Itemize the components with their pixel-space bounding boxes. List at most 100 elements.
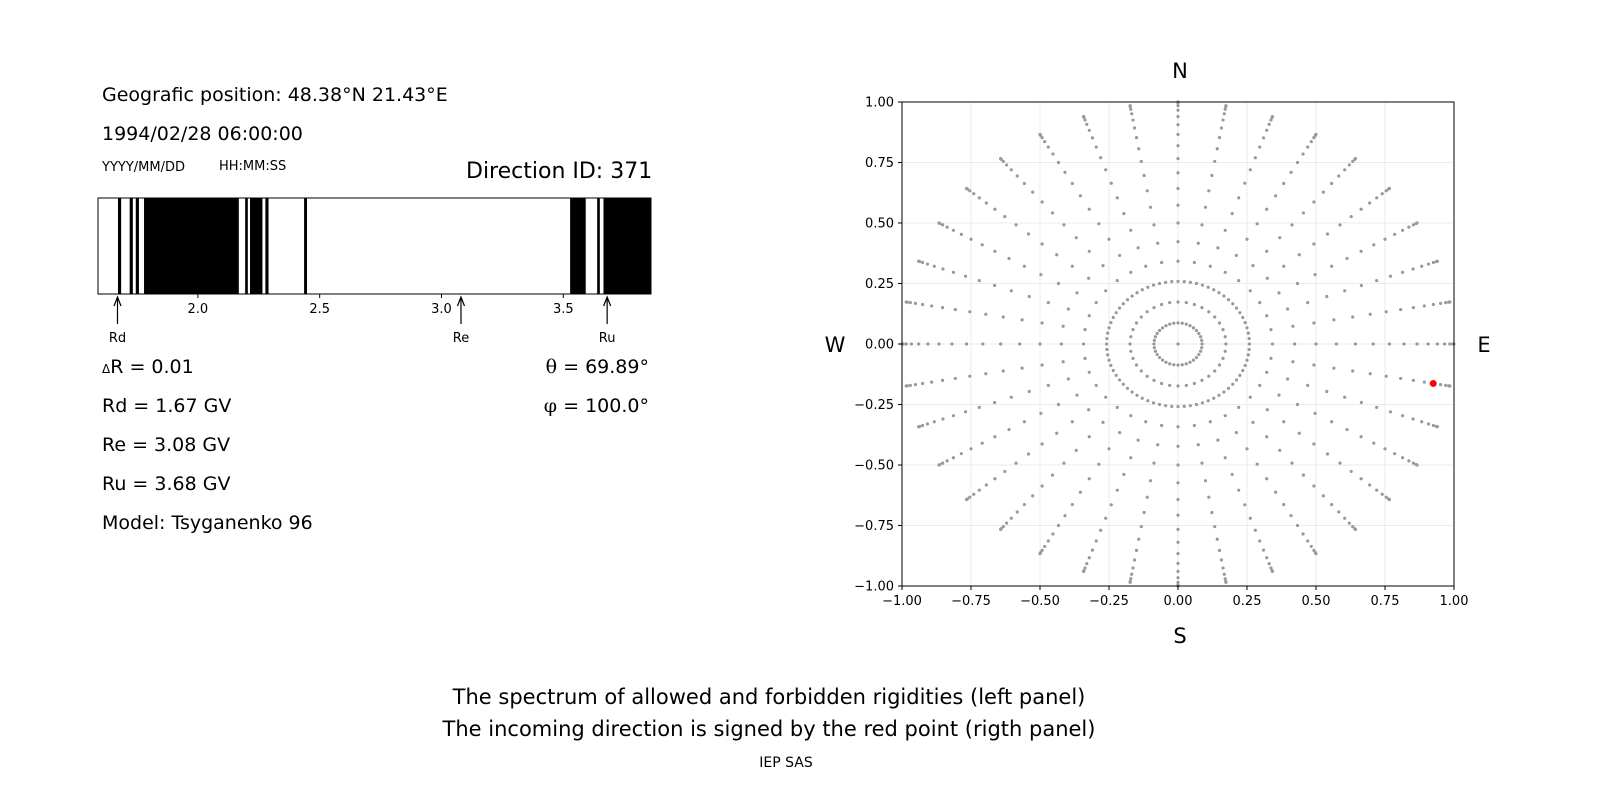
grid-point (1411, 417, 1415, 421)
grid-point (941, 306, 945, 310)
grid-point (1129, 335, 1133, 339)
grid-point (1132, 558, 1137, 562)
grid-point (1164, 324, 1168, 328)
grid-point (1117, 378, 1122, 382)
grid-point (917, 259, 921, 263)
grid-point (1094, 145, 1098, 149)
grid-point (1176, 481, 1180, 485)
grid-point (1160, 260, 1164, 265)
grid-point (1176, 279, 1180, 283)
grid-point (1090, 136, 1095, 140)
grid-point (904, 384, 908, 388)
compass-south: S (1173, 624, 1186, 648)
grid-point (1176, 300, 1180, 304)
grid-point (1168, 322, 1172, 326)
grid-point (1314, 342, 1318, 346)
grid-point (1200, 283, 1205, 287)
grid-point (1286, 307, 1290, 311)
grid-point (1039, 272, 1043, 277)
grid-point (964, 186, 969, 191)
grid-point (1200, 346, 1204, 350)
grid-point (1237, 278, 1241, 283)
grid-point (1118, 430, 1122, 435)
grid-point (1176, 157, 1180, 161)
grid-point (1078, 490, 1083, 494)
grid-point (1226, 386, 1231, 390)
grid-point (1176, 321, 1180, 325)
grid-point (1401, 228, 1405, 232)
grid-point (1157, 281, 1162, 286)
grid-point (1415, 342, 1419, 346)
grid-point (1216, 438, 1220, 442)
grid-point (1301, 211, 1306, 215)
grid-point (1094, 301, 1098, 305)
grid-point (1258, 539, 1262, 543)
grid-point (1038, 551, 1042, 556)
grid-point (1170, 280, 1174, 284)
grid-point (951, 270, 955, 274)
grid-point (1191, 358, 1196, 362)
grid-point (1343, 395, 1347, 399)
grid-point (1359, 207, 1363, 211)
grid-point (1139, 315, 1143, 319)
grid-point (1199, 349, 1203, 353)
grid-point (1132, 126, 1137, 130)
grid-point (1388, 274, 1393, 278)
grid-point (1176, 108, 1180, 112)
grid-point (1217, 363, 1222, 367)
grid-point (1371, 342, 1375, 346)
grid-point (1104, 395, 1108, 399)
grid-point (1040, 136, 1044, 140)
grid-point (1145, 495, 1149, 499)
grid-point (1176, 203, 1180, 207)
direction-map-ticks: −1.00 −0.75 −0.50 −0.25 0.00 0.25 0.50 0.75 1.00… (854, 96, 1468, 610)
grid-point (1090, 548, 1095, 552)
grid-point (1184, 362, 1188, 366)
grid-point (1027, 389, 1031, 394)
marker-label: Rd (109, 331, 126, 346)
grid-point (1407, 459, 1411, 463)
grid-point (1219, 558, 1224, 562)
delta-r-value: R = 0.01 (110, 356, 194, 378)
grid-point (1130, 112, 1134, 116)
x-tick-label: −0.75 (951, 594, 991, 609)
grid-point (968, 189, 972, 193)
grid-point (1139, 369, 1143, 373)
grid-point (1258, 145, 1262, 149)
grid-point (1312, 548, 1316, 552)
forbidden-band (135, 198, 139, 294)
grid-point (1301, 532, 1305, 536)
grid-point (1085, 122, 1089, 126)
grid-point (1444, 383, 1448, 387)
grid-point (1176, 576, 1180, 580)
grid-point (1194, 281, 1199, 286)
grid-point (1200, 461, 1204, 465)
grid-point (1139, 524, 1143, 529)
grid-point (1200, 306, 1204, 310)
grid-point (1125, 298, 1130, 302)
grid-point (926, 342, 930, 346)
grid-point (1196, 241, 1200, 245)
grid-point (1312, 136, 1316, 140)
grid-point (1223, 414, 1227, 418)
grid-point (1176, 551, 1180, 556)
grid-point (1152, 378, 1156, 382)
grid-point (1109, 503, 1113, 507)
grid-point (1031, 190, 1035, 194)
grid-point (1050, 473, 1055, 477)
grid-point (1347, 521, 1351, 525)
grid-point (1223, 349, 1227, 353)
direction-map-chart: −1.00 −0.75 −0.50 −0.25 0.00 0.25 0.50 0.75 1.00… (825, 59, 1491, 648)
grid-point (1022, 181, 1026, 186)
grid-point (937, 221, 941, 225)
grid-point (1018, 342, 1022, 346)
grid-point (1142, 510, 1146, 515)
grid-point (1168, 362, 1172, 366)
grid-point (1083, 328, 1087, 332)
marker-arrow-head (603, 295, 612, 307)
grid-point (1087, 276, 1091, 280)
grid-point (1109, 363, 1113, 368)
caption-line-2: The incoming direction is signed by the … (442, 717, 1096, 741)
grid-point (1338, 461, 1342, 465)
grid-point (1039, 411, 1043, 416)
